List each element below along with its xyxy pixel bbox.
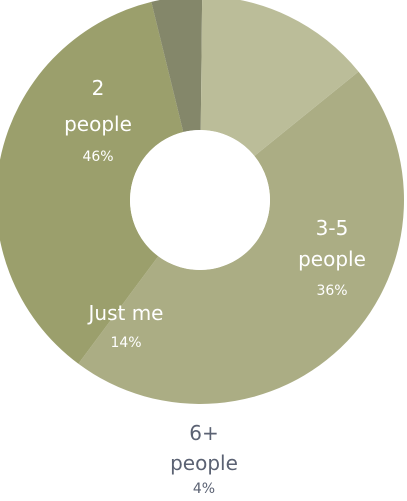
donut-slices — [0, 0, 404, 404]
slice-percent-label: 36% — [316, 283, 347, 299]
slice-percent-label: 14% — [110, 335, 141, 351]
slice-just-me — [200, 0, 359, 156]
slice-label: people — [298, 247, 366, 271]
slice-label: 6+ — [189, 421, 218, 445]
slice-label: 2 — [92, 76, 105, 100]
slice-percent-label: 46% — [82, 149, 113, 165]
slice-6-people — [151, 0, 203, 133]
slice-label: people — [170, 451, 238, 475]
slice-2-people — [78, 71, 404, 404]
slice-percent-label: 4% — [193, 481, 215, 496]
slice-label: Just me — [87, 301, 164, 325]
slice-3-5-people — [0, 1, 184, 364]
slice-label: 3-5 — [316, 216, 349, 240]
slice-labels: 2 people 46% 3-5 people 36% 6+ people 4% Just me 1… — [64, 76, 366, 497]
donut-hole — [130, 130, 270, 270]
slice-label: people — [64, 112, 132, 136]
